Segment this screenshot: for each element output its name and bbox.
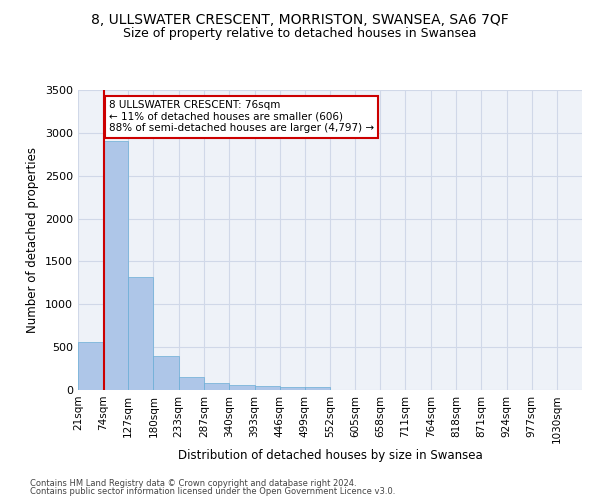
Bar [128, 277, 154, 390]
Y-axis label: Number of detached properties: Number of detached properties [26, 147, 40, 333]
Bar [78, 342, 103, 390]
Text: Size of property relative to detached houses in Swansea: Size of property relative to detached ho… [123, 28, 477, 40]
Text: Contains public sector information licensed under the Open Government Licence v3: Contains public sector information licen… [30, 487, 395, 496]
Bar [179, 376, 204, 390]
Text: 8 ULLSWATER CRESCENT: 76sqm
← 11% of detached houses are smaller (606)
88% of se: 8 ULLSWATER CRESCENT: 76sqm ← 11% of det… [109, 100, 374, 134]
Bar [154, 356, 179, 390]
Text: 8, ULLSWATER CRESCENT, MORRISTON, SWANSEA, SA6 7QF: 8, ULLSWATER CRESCENT, MORRISTON, SWANSE… [91, 12, 509, 26]
Bar [204, 382, 229, 390]
Bar [280, 386, 305, 390]
Text: Contains HM Land Registry data © Crown copyright and database right 2024.: Contains HM Land Registry data © Crown c… [30, 478, 356, 488]
Bar [305, 387, 330, 390]
Bar [254, 386, 280, 390]
Bar [103, 140, 128, 390]
X-axis label: Distribution of detached houses by size in Swansea: Distribution of detached houses by size … [178, 449, 482, 462]
Bar [229, 385, 254, 390]
